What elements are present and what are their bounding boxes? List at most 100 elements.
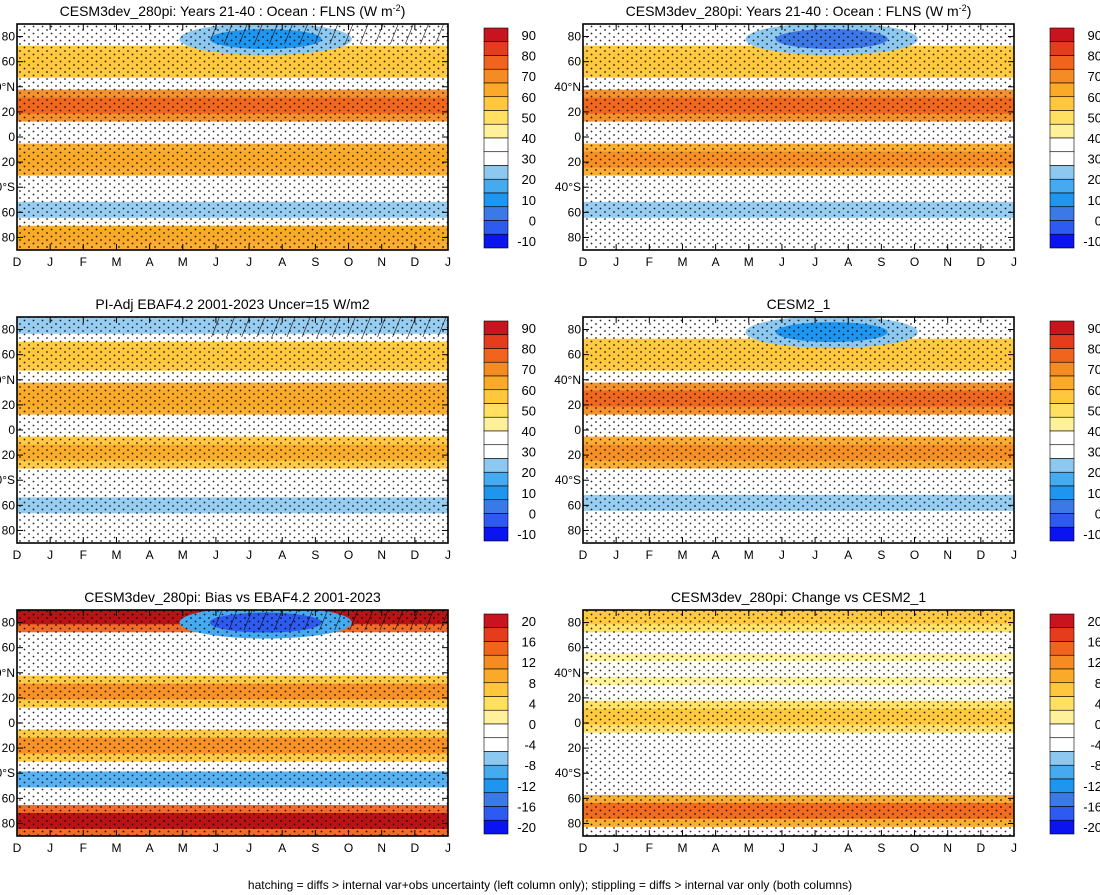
colorbar-swatch xyxy=(1049,320,1075,336)
y-tick-label: 40°S xyxy=(555,766,581,780)
x-tick-label: A xyxy=(278,548,286,562)
colorbar-swatch xyxy=(1049,165,1075,180)
x-tick-label: J xyxy=(246,255,252,269)
colorbar-swatch xyxy=(1049,778,1075,794)
colorbar-label: -4 xyxy=(524,738,536,753)
y-tick-label: 60 xyxy=(2,498,16,512)
panel-top-right: CESM3dev_280pi: Years 21-40 : Ocean : FL… xyxy=(554,3,1100,269)
x-tick-label: O xyxy=(910,841,919,855)
y-tick-label: 80 xyxy=(2,523,16,537)
colorbar-swatch xyxy=(483,737,509,752)
colorbar-swatch xyxy=(483,27,509,43)
y-tick-label: 0 xyxy=(574,130,581,144)
x-tick-label: D xyxy=(977,548,986,562)
colorbar-swatch xyxy=(483,68,509,84)
colorbar-label: 90 xyxy=(522,321,536,336)
colorbar-label: -8 xyxy=(524,758,536,773)
colorbar-swatch xyxy=(483,819,509,835)
x-tick-label: S xyxy=(311,841,319,855)
colorbar-swatch xyxy=(483,654,509,670)
colorbar-swatch xyxy=(483,123,509,139)
x-tick-label: F xyxy=(80,548,87,562)
colorbar-label: 16 xyxy=(1088,635,1100,650)
x-tick-label: J xyxy=(213,255,219,269)
colorbar-swatch xyxy=(483,220,509,235)
colorbar-swatch xyxy=(1049,737,1075,752)
x-tick-label: S xyxy=(877,255,885,269)
x-tick-label: J xyxy=(779,841,785,855)
colorbar-label: 30 xyxy=(1088,445,1100,460)
x-tick-label: M xyxy=(744,548,754,562)
x-tick-label: J xyxy=(47,255,53,269)
y-tick-label: 40°S xyxy=(0,180,15,194)
x-tick-label: J xyxy=(47,548,53,562)
colorbar-swatch xyxy=(483,192,509,208)
colorbar-label: -20 xyxy=(1083,820,1100,835)
x-tick-label: N xyxy=(377,841,386,855)
colorbar-swatch xyxy=(483,206,509,221)
colorbar-label: 80 xyxy=(522,342,536,357)
y-tick-label: 0 xyxy=(8,130,15,144)
y-tick-label: 20 xyxy=(568,741,582,755)
y-tick-label: 60 xyxy=(2,348,16,362)
colorbar-label: 8 xyxy=(529,676,536,691)
plot-area xyxy=(583,24,1014,250)
colorbar-swatch xyxy=(483,82,509,98)
y-tick-label: 80 xyxy=(2,30,16,44)
x-tick-label: M xyxy=(677,255,687,269)
stipple-overlay xyxy=(583,610,1014,836)
colorbar-swatch xyxy=(1049,806,1075,821)
y-tick-label: 80 xyxy=(2,616,16,630)
y-tick-label: 80 xyxy=(568,30,582,44)
y-tick-label: 40°N xyxy=(0,666,15,680)
y-tick-label: 40°S xyxy=(555,180,581,194)
colorbar-swatch xyxy=(1049,416,1075,432)
x-tick-label: N xyxy=(377,255,386,269)
x-tick-label: O xyxy=(344,548,353,562)
x-tick-label: M xyxy=(178,548,188,562)
colorbar-label: 20 xyxy=(1088,614,1100,629)
panel-title: CESM3dev_280pi: Years 21-40 : Ocean : FL… xyxy=(626,3,972,19)
colorbar-label: 70 xyxy=(522,69,536,84)
x-tick-label: J xyxy=(445,548,451,562)
colorbar: 90 80 70 60 50 40 30 20 10 0 -10 xyxy=(1049,320,1100,542)
colorbar-swatch xyxy=(1049,458,1075,473)
colorbar-swatch xyxy=(1049,96,1075,111)
colorbar-swatch xyxy=(1049,137,1075,153)
y-tick-label: 40°N xyxy=(0,80,15,94)
colorbar-swatch xyxy=(483,682,509,697)
y-tick-label: 40°N xyxy=(0,373,15,387)
y-tick-label: 80 xyxy=(568,230,582,244)
colorbar-label: 10 xyxy=(522,193,536,208)
x-tick-label: A xyxy=(844,255,852,269)
x-tick-label: A xyxy=(712,255,720,269)
y-tick-label: 20 xyxy=(568,691,582,705)
y-tick-label: 60 xyxy=(568,791,582,805)
y-tick-label: 20 xyxy=(2,741,16,755)
x-tick-label: S xyxy=(311,255,319,269)
colorbar-swatch xyxy=(483,137,509,153)
y-tick-label: 40°N xyxy=(554,373,581,387)
colorbar-label: 70 xyxy=(1088,69,1100,84)
colorbar-swatch xyxy=(483,471,509,487)
colorbar-swatch xyxy=(1049,220,1075,235)
panel-middle-left: PI-Adj EBAF4.2 2001-2023 Uncer=15 W/m2 D J… xyxy=(0,296,536,562)
colorbar-swatch xyxy=(1049,819,1075,835)
y-tick-label: 60 xyxy=(568,348,582,362)
colorbar-label: 50 xyxy=(522,110,536,125)
y-tick-label: 20 xyxy=(568,155,582,169)
colorbar-swatch xyxy=(483,233,509,249)
hatch-overlay xyxy=(210,317,448,337)
x-tick-label: M xyxy=(677,548,687,562)
y-tick-label: 20 xyxy=(2,691,16,705)
x-tick-label: D xyxy=(579,255,588,269)
colorbar-label: 20 xyxy=(522,465,536,480)
colorbar-swatch xyxy=(1049,641,1075,656)
colorbar: 20 16 12 8 4 0 -4 -8 -12 -16 -20 xyxy=(483,613,536,835)
colorbar-label: -10 xyxy=(1083,527,1100,542)
stipple-overlay xyxy=(17,610,448,836)
panel-middle-right: CESM2_1 D J F M A M J J A S O N D J 80 60 40°N 20 0 20 40°S 60… xyxy=(554,296,1100,562)
x-tick-label: J xyxy=(445,255,451,269)
colorbar-swatch xyxy=(483,348,509,363)
